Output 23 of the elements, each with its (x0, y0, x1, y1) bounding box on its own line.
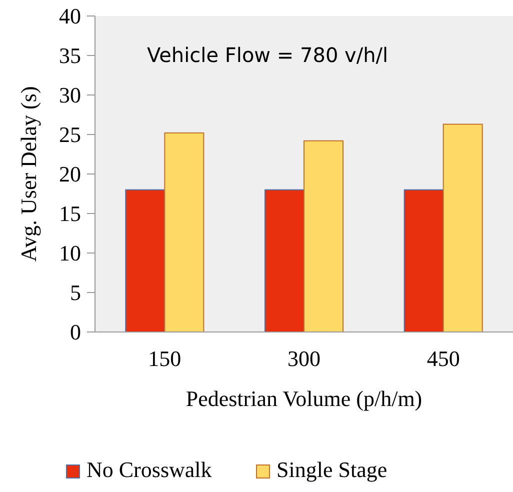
y-tick-label: 30 (59, 82, 81, 108)
y-tick-label: 20 (59, 162, 81, 187)
y-tick-label: 40 (59, 4, 81, 29)
annotation: Vehicle Flow = 780 v/h/l (147, 43, 388, 67)
y-tick-label: 35 (59, 43, 81, 68)
bar (125, 189, 166, 332)
legend-label: Single Stage (276, 457, 388, 482)
y-axis-title: Avg. User Delay (s) (16, 86, 41, 262)
x-tick-label: 150 (148, 346, 182, 371)
bar (264, 189, 304, 332)
y-tick-label: 0 (70, 320, 81, 345)
legend-label: No Crosswalk (86, 457, 212, 482)
bar (404, 189, 444, 332)
y-tick-label: 10 (59, 240, 81, 266)
bar (164, 132, 204, 332)
bar (304, 140, 344, 332)
y-tick-label: 15 (59, 201, 81, 226)
y-tick-label: 5 (70, 280, 81, 306)
bar (442, 124, 483, 332)
x-tick-label: 450 (426, 346, 460, 371)
x-axis-title: Pedestrian Volume (p/h/m) (186, 386, 422, 411)
y-tick-label: 25 (59, 122, 81, 148)
x-tick-label: 300 (288, 346, 320, 371)
